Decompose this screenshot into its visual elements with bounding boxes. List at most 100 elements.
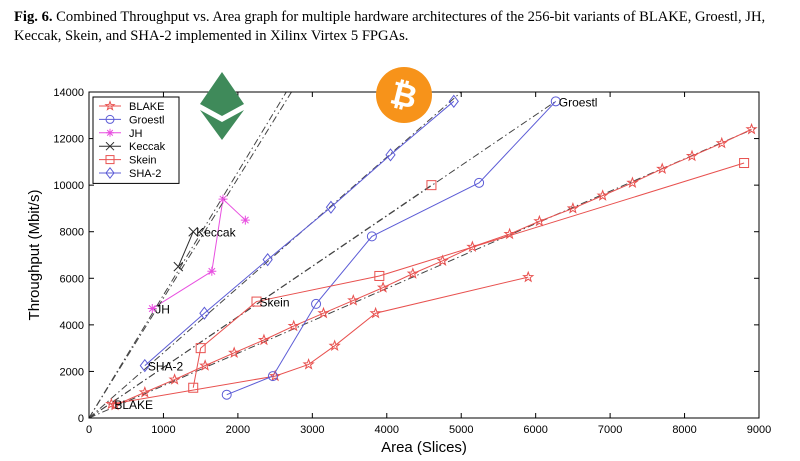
x-tick-label: 0	[86, 424, 92, 436]
x-tick-label: 1000	[151, 424, 175, 436]
data-point-star	[302, 358, 315, 370]
data-point-star	[406, 267, 419, 279]
data-point-star	[466, 240, 479, 253]
data-point-circle	[366, 231, 377, 242]
y-tick-label: 8000	[60, 227, 84, 239]
data-point-star	[685, 149, 699, 162]
series-line-jh	[152, 198, 246, 309]
figure-label: Fig. 6.	[14, 9, 53, 25]
series-line-groestl	[226, 100, 557, 396]
data-point-star	[503, 227, 516, 240]
legend-label-jh: JH	[129, 128, 143, 140]
trend-line-sha-2	[88, 91, 462, 419]
data-point-diamond	[262, 252, 273, 267]
data-point-x	[188, 226, 199, 237]
data-point-star	[199, 359, 212, 371]
annotation-keccak: Keccak	[196, 226, 236, 240]
data-point-star	[317, 306, 330, 319]
y-tick-label: 0	[78, 413, 84, 425]
data-point-star	[436, 254, 449, 267]
legend-box	[92, 96, 180, 184]
annotation-jh: JH	[155, 303, 170, 317]
data-point-star	[108, 398, 122, 411]
y-tick-label: 6000	[60, 273, 84, 285]
plot-markers	[105, 94, 758, 411]
legend-label-sha-2: SHA-2	[129, 168, 161, 180]
data-point-asterisk	[106, 128, 114, 137]
data-point-asterisk	[147, 304, 157, 314]
data-point-diamond	[199, 306, 210, 320]
x-tick-label: 9000	[747, 424, 771, 436]
data-point-circle	[105, 114, 115, 124]
data-point-square	[739, 158, 750, 169]
data-point-star	[105, 397, 118, 410]
data-point-diamond	[139, 358, 150, 373]
x-axis-label: Area (Slices)	[381, 439, 467, 456]
data-point-diamond	[448, 94, 459, 108]
data-point-star	[347, 293, 360, 306]
data-point-asterisk	[218, 194, 228, 204]
data-point-square	[426, 180, 437, 191]
y-tick-label: 10000	[53, 180, 84, 192]
data-point-x	[105, 141, 115, 151]
data-point-circle	[267, 371, 278, 382]
data-point-square	[251, 296, 262, 307]
plot-lines	[88, 91, 756, 419]
data-point-star	[656, 162, 669, 175]
data-point-star	[228, 346, 241, 358]
y-tick-label: 12000	[53, 134, 84, 146]
series-line-blake	[111, 276, 529, 405]
data-point-star	[596, 189, 609, 201]
x-tick-label: 2000	[226, 424, 250, 436]
legend-label-blake: BLAKE	[129, 101, 164, 113]
data-point-star	[745, 122, 758, 135]
series-line-keccak	[177, 231, 194, 267]
data-point-star	[168, 373, 181, 385]
data-point-x	[173, 261, 184, 272]
data-point-star	[328, 339, 341, 352]
data-point-star	[138, 385, 151, 398]
data-point-star	[566, 202, 580, 214]
axis-ticks: 0 1000 2000 3000 4000 5000 6000 7000 8000 9000 0 20…	[53, 87, 771, 436]
x-tick-label: 4000	[375, 424, 399, 436]
bitcoin-logo-icon: ₿	[376, 67, 432, 123]
x-tick-label: 3000	[300, 424, 324, 436]
legend-label-skein: Skein	[129, 155, 157, 167]
data-point-square	[374, 270, 385, 281]
trend-line-keccak	[88, 91, 287, 419]
data-point-star	[376, 281, 390, 293]
x-tick-label: 8000	[672, 424, 696, 436]
ethereum-logo-icon	[200, 72, 244, 140]
annotation-sha-2: SHA-2	[148, 360, 184, 374]
x-tick-label: 6000	[523, 424, 547, 436]
data-point-square	[195, 343, 206, 354]
y-tick-label: 14000	[53, 87, 84, 99]
data-point-square	[105, 155, 115, 165]
data-point-star	[626, 176, 639, 189]
trend-line-skein	[88, 184, 432, 419]
data-point-asterisk	[207, 266, 217, 276]
data-point-star	[533, 214, 546, 227]
figure-caption-text: Combined Throughput vs. Area graph for m…	[14, 9, 766, 44]
y-tick-label: 4000	[60, 320, 84, 332]
annotation-groestl: Groestl	[559, 95, 598, 109]
series-line-blake	[114, 128, 752, 406]
y-axis-label: Throughput (Mbit/s)	[26, 190, 43, 321]
figure-caption: Fig. 6. Combined Throughput vs. Area gra…	[14, 8, 786, 46]
trend-line-blake	[88, 127, 756, 419]
annotation-skein: Skein	[260, 296, 290, 310]
y-tick-label: 2000	[60, 366, 84, 378]
data-point-diamond	[105, 166, 115, 180]
legend-label-keccak: Keccak	[129, 141, 166, 153]
data-point-circle	[474, 177, 485, 188]
plot-frame	[88, 91, 760, 419]
series-line-skein	[192, 162, 745, 388]
data-point-star	[369, 306, 382, 319]
x-tick-label: 7000	[598, 424, 622, 436]
data-point-circle	[311, 298, 322, 309]
data-point-diamond	[385, 148, 396, 162]
data-point-asterisk	[240, 215, 250, 225]
